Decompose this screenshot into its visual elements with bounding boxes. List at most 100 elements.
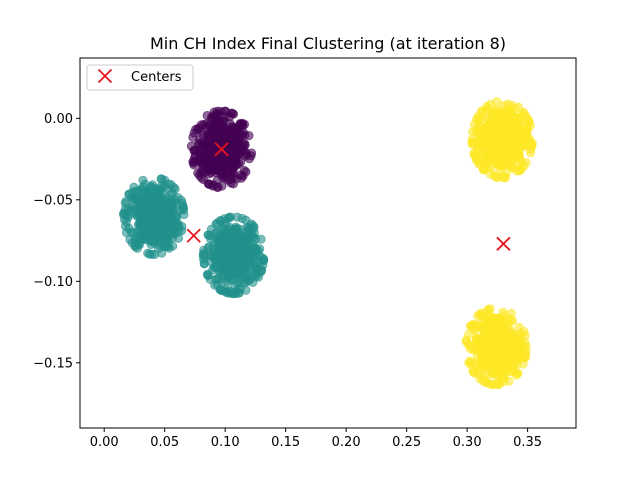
data-point-cluster-2: [119, 209, 129, 219]
chart-title: Min CH Index Final Clustering (at iterat…: [150, 34, 506, 53]
x-axis: 0.00 0.05 0.10 0.15 0.20 0.25 0.30 0.35: [90, 428, 542, 450]
legend-box: [86, 64, 194, 91]
data-point-cluster-4: [473, 141, 484, 151]
data-point-cluster-1: [221, 154, 231, 164]
x-tick-label: 0.35: [513, 435, 542, 450]
data-point-cluster-4: [491, 105, 501, 115]
data-point-cluster-5: [513, 340, 523, 350]
data-point-cluster-4: [503, 127, 514, 138]
data-point-cluster-1: [229, 162, 239, 172]
data-point-cluster-1: [198, 120, 209, 130]
data-point-cluster-4: [491, 138, 501, 148]
x-tick-label: 0.00: [90, 435, 119, 450]
data-point-cluster-5: [479, 357, 490, 367]
data-point-cluster-3: [235, 250, 245, 260]
data-point-cluster-2: [138, 209, 148, 219]
data-point-cluster-4: [510, 103, 520, 113]
data-point-cluster-1: [208, 124, 218, 134]
data-point-cluster-5: [494, 329, 504, 339]
data-point-cluster-5: [479, 321, 489, 332]
data-point-cluster-1: [203, 134, 213, 145]
y-tick-label: 0.00: [44, 112, 73, 127]
data-point-cluster-2: [143, 248, 153, 258]
data-point-cluster-2: [140, 197, 150, 207]
data-point-cluster-4: [503, 99, 513, 109]
data-point-cluster-3: [213, 273, 223, 283]
cluster-centers: [186, 142, 511, 251]
x-tick-label: 0.10: [211, 435, 240, 450]
data-point-cluster-3: [252, 262, 262, 272]
data-point-cluster-1: [227, 121, 237, 132]
data-point-cluster-5: [473, 364, 483, 375]
data-point-cluster-5: [484, 344, 494, 354]
data-point-cluster-1: [220, 106, 230, 116]
data-point-cluster-3: [199, 259, 209, 269]
data-point-cluster-2: [157, 223, 167, 234]
data-points: [119, 97, 537, 390]
data-point-cluster-5: [513, 368, 523, 378]
data-point-cluster-2: [162, 183, 172, 193]
data-point-cluster-3: [224, 286, 234, 296]
data-point-cluster-4: [501, 172, 511, 183]
data-point-cluster-5: [508, 362, 518, 372]
data-point-cluster-4: [521, 158, 531, 168]
data-point-cluster-1: [241, 150, 251, 160]
legend: Centers: [86, 64, 194, 91]
data-point-cluster-5: [486, 315, 496, 326]
data-point-cluster-1: [212, 182, 222, 192]
data-point-cluster-2: [178, 205, 189, 215]
data-point-cluster-5: [485, 326, 495, 336]
data-point-cluster-5: [482, 306, 492, 316]
data-point-cluster-1: [204, 169, 214, 179]
data-point-cluster-1: [214, 144, 224, 154]
data-point-cluster-1: [189, 160, 199, 170]
data-point-cluster-2: [176, 195, 186, 205]
data-point-cluster-5: [491, 361, 501, 371]
center-marker-2: [186, 228, 201, 243]
data-point-cluster-3: [224, 212, 234, 222]
data-point-cluster-2: [133, 235, 143, 245]
plot-frame: [79, 57, 577, 429]
y-tick-label: −0.15: [33, 356, 73, 371]
y-tick-label: −0.10: [33, 275, 73, 290]
data-point-cluster-5: [490, 351, 500, 361]
data-point-cluster-2: [156, 205, 166, 216]
data-point-cluster-2: [168, 241, 178, 251]
data-point-cluster-1: [219, 172, 230, 182]
data-point-cluster-2: [153, 192, 163, 202]
data-point-cluster-4: [499, 137, 510, 148]
data-point-cluster-4: [499, 150, 509, 160]
data-point-cluster-4: [512, 155, 523, 165]
data-point-cluster-3: [206, 231, 216, 241]
data-point-cluster-3: [241, 259, 251, 269]
data-point-cluster-5: [513, 351, 524, 362]
data-point-cluster-3: [215, 244, 225, 255]
data-point-cluster-4: [516, 130, 526, 140]
data-point-cluster-5: [498, 346, 508, 357]
data-point-cluster-5: [507, 330, 517, 341]
data-point-cluster-3: [215, 284, 225, 294]
y-axis: 0.00 −0.05 −0.10 −0.15: [33, 112, 80, 371]
data-point-cluster-3: [226, 235, 236, 246]
data-point-cluster-4: [483, 157, 493, 168]
data-point-cluster-4: [494, 117, 504, 127]
data-point-cluster-1: [236, 170, 246, 180]
data-point-cluster-1: [219, 123, 229, 133]
data-point-cluster-5: [495, 336, 505, 347]
data-point-cluster-5: [520, 331, 530, 341]
data-point-cluster-2: [133, 220, 143, 230]
data-point-cluster-4: [485, 99, 496, 109]
data-point-cluster-2: [177, 226, 187, 236]
data-point-cluster-5: [503, 314, 514, 324]
data-point-cluster-4: [474, 159, 484, 169]
data-point-cluster-3: [232, 212, 242, 222]
data-point-cluster-3: [248, 242, 258, 252]
data-point-cluster-1: [196, 173, 207, 183]
data-point-cluster-3: [203, 270, 213, 280]
legend-x-icon: [97, 68, 113, 84]
data-point-cluster-5: [487, 379, 497, 390]
data-point-cluster-2: [163, 230, 173, 240]
data-point-cluster-4: [515, 163, 525, 174]
center-marker-1: [214, 142, 229, 157]
